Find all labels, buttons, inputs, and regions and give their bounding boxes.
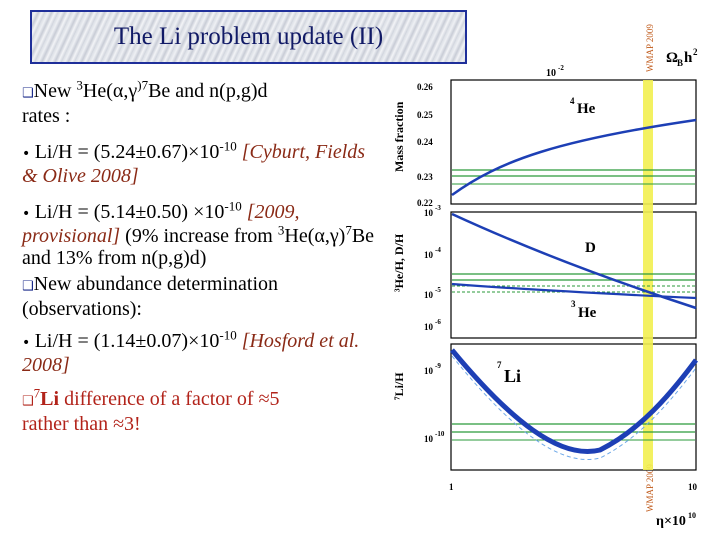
li7-tick-1: 10 -10 [424, 430, 445, 444]
svg-text:-2: -2 [558, 64, 564, 72]
dot-bullet-icon: • [22, 146, 35, 162]
x-tick-10: 10 [688, 482, 698, 492]
svg-text:-4: -4 [435, 246, 441, 254]
wmap-band [643, 80, 653, 470]
dh-tick-1: 10 -4 [424, 246, 441, 260]
li7-panel: ⁷Li/H 10 -9 10 -10 7 Li [392, 348, 699, 460]
dh-tick-0: 10 -3 [424, 204, 441, 218]
svg-text:4: 4 [570, 96, 575, 106]
svg-text:He: He [578, 305, 597, 321]
dot-bullet-icon: • [22, 206, 35, 222]
bullet-cyburt: • Li/H = (5.24±0.67)×10-10 [Cyburt, Fiel… [22, 138, 366, 187]
top-axis-label: Ω B h 2 [666, 47, 698, 68]
li7-curve-dashed [451, 355, 697, 460]
svg-text:Ω: Ω [666, 50, 678, 66]
dh-panel: ³He/H, D/H 10 -3 10 -4 10 -5 10 -6 D 3 He [392, 204, 697, 332]
he4-curve-label: 4 He [570, 96, 596, 117]
he3-curve [451, 282, 697, 300]
bullet-provisional: • Li/H = (5.14±0.50) ×10-10 [2009, provi… [22, 198, 375, 269]
svg-text:-5: -5 [435, 286, 441, 294]
checkbox-bullet-icon: ❑ [22, 279, 34, 294]
he4-tick-1: 0.25 [417, 110, 433, 120]
checkbox-bullet-icon: ❑ [22, 86, 34, 101]
dh-tick-3: 10 -6 [424, 318, 441, 332]
he4-panel: Mass fraction 0.26 0.25 0.24 0.23 0.22 4… [392, 82, 697, 208]
bullet-li7-difference: ❑7Li difference of a factor of ≈5 rather… [22, 385, 280, 435]
he4-tick-0: 0.26 [417, 82, 433, 92]
svg-text:Li: Li [504, 366, 521, 386]
bullet-list: ❑New 3He(α,γ)7Be and n(p,g)d rates : • L… [22, 77, 382, 445]
x-axis-label: η×10 10 [656, 511, 696, 529]
li7-tick-0: 10 -9 [424, 362, 441, 376]
he4-tick-3: 0.23 [417, 172, 433, 182]
svg-text:10: 10 [546, 68, 556, 79]
he4-panel-frame [450, 79, 697, 205]
d-curve-label: D [585, 240, 596, 256]
title-box: The Li problem update (II) [30, 10, 467, 64]
svg-text:B: B [677, 58, 683, 68]
checkbox-bullet-icon: ❑ [22, 394, 34, 409]
svg-text:He: He [577, 101, 596, 117]
dh-panel-frame [450, 211, 697, 339]
li7-curve-label: 7 Li [497, 360, 521, 386]
svg-text:3: 3 [571, 299, 576, 309]
svg-text:10: 10 [424, 208, 434, 218]
li7-panel-frame [450, 343, 697, 471]
bullet-rates: ❑New 3He(α,γ)7Be and n(p,g)d rates : [22, 77, 268, 127]
svg-text:7: 7 [497, 360, 502, 370]
he3-curve-label: 3 He [571, 299, 597, 321]
dh-ylabel: ³He/H, D/H [392, 233, 406, 292]
svg-text:-10: -10 [435, 430, 445, 438]
svg-text:-6: -6 [435, 318, 441, 326]
svg-text:10: 10 [424, 366, 434, 376]
he4-tick-2: 0.24 [417, 137, 433, 147]
svg-text:10: 10 [688, 511, 696, 520]
svg-text:-9: -9 [435, 362, 441, 370]
dot-bullet-icon: • [22, 335, 35, 351]
svg-text:η×10: η×10 [656, 514, 686, 529]
svg-text:h: h [684, 50, 693, 66]
li7-curve [450, 348, 699, 454]
wmap-top-label: WMAP 2009 [645, 24, 655, 72]
wmap-bottom-label: WMAP 2009 [645, 464, 655, 512]
svg-text:10: 10 [424, 322, 434, 332]
svg-text:10: 10 [424, 290, 434, 300]
dh-tick-2: 10 -5 [424, 286, 441, 300]
he4-ylabel: Mass fraction [392, 101, 406, 172]
top-tick-label: 10 -2 [546, 64, 564, 79]
svg-text:10: 10 [424, 434, 434, 444]
he4-curve [451, 118, 697, 197]
x-tick-1: 1 [449, 482, 454, 492]
he4-tick-4: 0.22 [417, 198, 433, 208]
slide-title: The Li problem update (II) [113, 23, 384, 50]
d-curve [451, 212, 697, 310]
bullet-observations: ❑New abundance determination (observatio… [22, 273, 279, 320]
svg-text:2: 2 [693, 47, 698, 57]
bullet-hosford: • Li/H = (1.14±0.07)×10-10 [Hosford et a… [22, 327, 360, 376]
svg-text:-3: -3 [435, 204, 441, 212]
svg-text:10: 10 [424, 250, 434, 260]
li7-ylabel: ⁷Li/H [392, 372, 406, 400]
